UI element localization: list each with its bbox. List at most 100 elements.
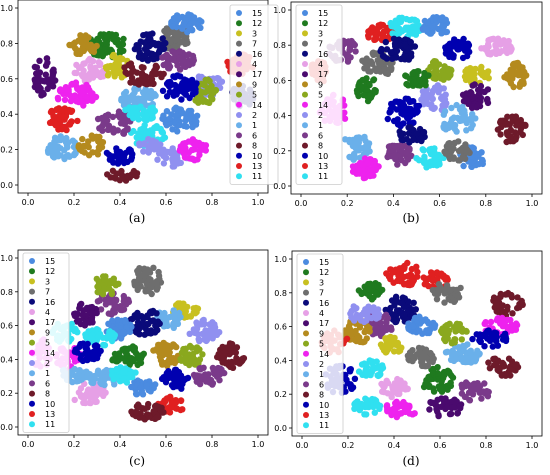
scatter-point-cluster-16	[401, 41, 408, 48]
scatter-point-cluster-16	[407, 38, 414, 46]
scatter-point-cluster-14	[393, 413, 400, 421]
scatter-point-cluster-12	[365, 291, 372, 298]
scatter-point-cluster-7	[445, 140, 452, 147]
scatter-point-cluster-10	[384, 115, 391, 123]
scatter-point-cluster-10	[120, 153, 128, 161]
scatter-point-cluster-6	[344, 58, 352, 65]
scatter-point-cluster-2	[186, 330, 193, 337]
x-tick-label: 0.0	[22, 198, 35, 207]
scatter-point-cluster-7	[146, 275, 153, 283]
legend-marker	[302, 20, 308, 27]
scatter-point-cluster-13	[177, 397, 185, 404]
scatter-point-cluster-11	[376, 402, 384, 409]
scatter-point-cluster-8	[219, 343, 226, 351]
scatter-point-cluster-4	[500, 37, 507, 44]
scatter-point-cluster-14	[71, 92, 79, 99]
scatter-point-cluster-15	[188, 26, 196, 33]
scatter-point-cluster-16	[401, 53, 408, 60]
scatter-point-cluster-10	[170, 73, 177, 80]
scatter-point-cluster-11	[132, 369, 139, 376]
scatter-point-cluster-7	[463, 149, 470, 156]
scatter-point-cluster-14	[349, 168, 357, 175]
y-tick-label: 0.8	[274, 289, 287, 298]
scatter-point-cluster-7	[137, 283, 144, 290]
scatter-point-cluster-2	[152, 144, 159, 151]
scatter-point-cluster-15	[171, 106, 178, 113]
scatter-point-cluster-13	[66, 121, 74, 128]
scatter-point-cluster-1	[472, 354, 479, 361]
scatter-point-cluster-10	[484, 328, 491, 335]
panel-c: 0.0 0.2 0.4 0.6 0.8 1.00.00.20.40.60.81.0 1512…	[0, 249, 269, 449]
scatter-point-cluster-5	[201, 97, 208, 104]
legend-marker	[236, 20, 242, 27]
scatter-point-cluster-10	[469, 335, 476, 343]
scatter-point-cluster-10	[464, 40, 471, 48]
scatter-point-cluster-13	[408, 272, 415, 279]
scatter-point-cluster-13	[164, 395, 172, 402]
scatter-point-cluster-13	[59, 124, 66, 131]
scatter-point-cluster-11	[100, 341, 107, 349]
scatter-point-cluster-15	[163, 108, 171, 115]
scatter-point-cluster-5	[93, 275, 101, 283]
scatter-point-cluster-8	[502, 372, 509, 379]
scatter-point-cluster-8	[113, 170, 120, 177]
legend-label: 11	[252, 172, 262, 181]
scatter-point-cluster-7	[155, 268, 162, 276]
scatter-point-cluster-11	[403, 24, 411, 31]
scatter-point-cluster-11	[122, 106, 129, 114]
legend-label: 7	[318, 40, 323, 49]
scatter-point-cluster-10	[481, 343, 488, 350]
scatter-point-cluster-6	[118, 119, 126, 127]
scatter-point-cluster-13	[383, 270, 390, 277]
scatter-point-cluster-13	[395, 272, 402, 280]
scatter-point-cluster-17	[469, 82, 476, 89]
scatter-point-cluster-9	[79, 135, 86, 143]
scatter-point-cluster-9	[164, 342, 172, 349]
scatter-point-cluster-5	[454, 322, 461, 329]
scatter-point-cluster-15	[114, 316, 121, 323]
scatter-point-cluster-6	[190, 57, 197, 64]
scatter-point-cluster-9	[520, 78, 527, 86]
scatter-point-cluster-17	[36, 57, 43, 64]
legend-label: 15	[319, 258, 329, 267]
scatter-point-cluster-1	[49, 153, 57, 160]
scatter-point-cluster-17	[44, 85, 51, 93]
legend-label: 14	[318, 101, 328, 110]
legend-marker	[303, 381, 309, 388]
scatter-point-cluster-2	[169, 163, 176, 170]
scatter-point-cluster-7	[455, 157, 462, 164]
scatter-point-cluster-16	[420, 129, 427, 136]
scatter-point-cluster-3	[472, 65, 479, 73]
scatter-point-cluster-12	[402, 72, 409, 79]
scatter-point-cluster-1	[73, 378, 80, 385]
scatter-point-cluster-12	[414, 68, 421, 75]
scatter-point-cluster-4	[89, 58, 97, 65]
scatter-point-cluster-5	[443, 322, 451, 329]
scatter-point-cluster-6	[174, 62, 181, 69]
y-tick-label: 0.6	[274, 323, 287, 332]
scatter-point-cluster-8	[494, 366, 501, 374]
scatter-point-cluster-15	[197, 24, 204, 31]
legend-label: 2	[45, 359, 50, 368]
scatter-point-cluster-11	[147, 105, 154, 112]
scatter-point-cluster-16	[399, 294, 407, 301]
scatter-point-cluster-2	[140, 148, 147, 155]
legend-label: 6	[252, 131, 257, 140]
scatter-point-cluster-14	[341, 115, 349, 122]
scatter-point-cluster-13	[400, 281, 408, 288]
scatter-point-cluster-10	[159, 87, 167, 95]
scatter-point-cluster-17	[76, 305, 83, 312]
scatter-point-cluster-16	[140, 315, 147, 322]
scatter-point-cluster-8	[490, 294, 498, 301]
legend-marker	[302, 91, 308, 98]
scatter-point-cluster-6	[178, 56, 185, 64]
scatter-point-cluster-11	[420, 159, 428, 167]
scatter-point-cluster-4	[79, 73, 87, 80]
scatter-point-cluster-8	[512, 113, 520, 120]
scatter-point-cluster-5	[193, 348, 200, 355]
scatter-point-cluster-3	[466, 75, 473, 83]
scatter-point-cluster-11	[149, 110, 156, 118]
scatter-point-cluster-6	[97, 306, 105, 313]
legend-marker	[303, 269, 309, 276]
scatter-point-cluster-12	[368, 296, 376, 303]
